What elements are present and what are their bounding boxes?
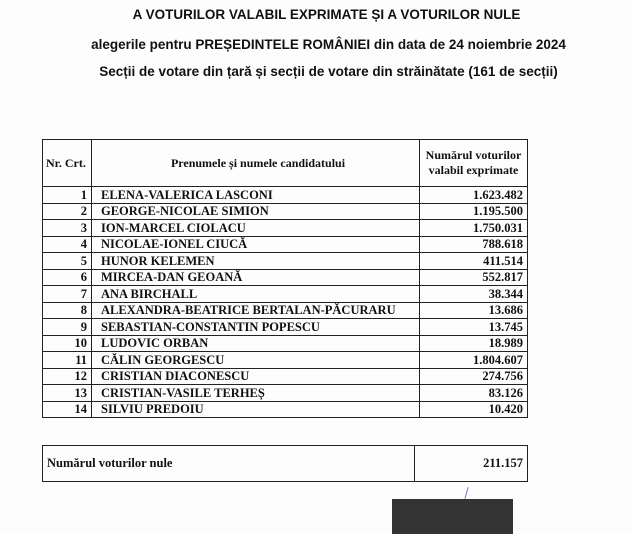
row-nr: 10 [42,334,92,352]
table-row: 13 CRISTIAN-VASILE TERHEȘ 83.126 [42,384,528,402]
candidate-name: ION-MARCEL CIOLACU [91,219,420,237]
table-row: 14 SILVIU PREDOIU 10.420 [42,400,528,418]
row-nr: 3 [42,219,92,237]
table-header-row: Nr. Crt. Prenumele și numele candidatulu… [42,139,528,187]
row-nr: 2 [42,202,92,220]
header-candidate: Prenumele și numele candidatului [91,139,420,187]
candidate-name: ELENA-VALERICA LASCONI [91,186,420,204]
table-row: 5 HUNOR KELEMEN 411.514 [42,252,528,270]
valid-votes: 1.804.607 [419,351,528,369]
row-nr: 6 [42,268,92,286]
table-row: 11 CĂLIN GEORGESCU 1.804.607 [42,351,528,369]
candidate-name: SILVIU PREDOIU [91,400,420,418]
election-subtitle: alegerile pentru PREȘEDINTELE ROMÂNIEI d… [91,37,566,52]
valid-votes: 13.745 [419,318,528,336]
table-row: 1 ELENA-VALERICA LASCONI 1.623.482 [42,186,528,204]
row-nr: 9 [42,318,92,336]
candidate-name: HUNOR KELEMEN [91,252,420,270]
row-nr: 7 [42,285,92,303]
candidate-name: NICOLAE-IONEL CIUCĂ [91,235,420,253]
null-votes-table: Numărul voturilor nule 211.157 [42,445,528,482]
table-row: 9 SEBASTIAN-CONSTANTIN POPESCU 13.745 [42,318,528,336]
valid-votes: 10.420 [419,400,528,418]
redacted-signature-box [392,499,513,534]
candidate-name: GEORGE-NICOLAE SIMION [91,202,420,220]
valid-votes: 18.989 [419,334,528,352]
table-row: 12 CRISTIAN DIACONESCU 274.756 [42,367,528,385]
header-votes: Numărul voturilor valabil exprimate [419,139,528,187]
results-table: Nr. Crt. Prenumele și numele candidatulu… [42,139,528,418]
valid-votes: 1.195.500 [419,202,528,220]
candidate-name: SEBASTIAN-CONSTANTIN POPESCU [91,318,420,336]
row-nr: 1 [42,186,92,204]
table-row: 4 NICOLAE-IONEL CIUCĂ 788.618 [42,235,528,253]
candidate-name: CRISTIAN-VASILE TERHEȘ [91,384,420,402]
candidate-name: ANA BIRCHALL [91,285,420,303]
null-votes-value: 211.157 [414,445,528,482]
valid-votes: 788.618 [419,235,528,253]
candidate-name: LUDOVIC ORBAN [91,334,420,352]
valid-votes: 38.344 [419,285,528,303]
row-nr: 5 [42,252,92,270]
table-row: 2 GEORGE-NICOLAE SIMION 1.195.500 [42,202,528,220]
table-row: 7 ANA BIRCHALL 38.344 [42,285,528,303]
null-votes-row: Numărul voturilor nule 211.157 [42,445,528,482]
polling-stations-subtitle: Secții de votare din țară și secții de v… [99,64,558,79]
null-votes-label: Numărul voturilor nule [42,445,415,482]
table-row: 8 ALEXANDRA-BEATRICE BERTALAN-PĂCURARU 13.… [42,301,528,319]
table-row: 3 ION-MARCEL CIOLACU 1.750.031 [42,219,528,237]
valid-votes: 552.817 [419,268,528,286]
candidate-name: MIRCEA-DAN GEOANĂ [91,268,420,286]
table-row: 10 LUDOVIC ORBAN 18.989 [42,334,528,352]
document-title: A VOTURILOR VALABIL EXPRIMATE ȘI A VOTUR… [132,7,521,22]
valid-votes: 13.686 [419,301,528,319]
row-nr: 14 [42,400,92,418]
row-nr: 12 [42,367,92,385]
pen-mark [464,487,469,499]
valid-votes: 274.756 [419,367,528,385]
table-row: 6 MIRCEA-DAN GEOANĂ 552.817 [42,268,528,286]
valid-votes: 83.126 [419,384,528,402]
header-nr: Nr. Crt. [42,139,92,187]
valid-votes: 411.514 [419,252,528,270]
row-nr: 8 [42,301,92,319]
valid-votes: 1.750.031 [419,219,528,237]
candidate-name: CRISTIAN DIACONESCU [91,367,420,385]
row-nr: 13 [42,384,92,402]
valid-votes: 1.623.482 [419,186,528,204]
row-nr: 11 [42,351,92,369]
row-nr: 4 [42,235,92,253]
candidate-name: ALEXANDRA-BEATRICE BERTALAN-PĂCURARU [91,301,420,319]
candidate-name: CĂLIN GEORGESCU [91,351,420,369]
